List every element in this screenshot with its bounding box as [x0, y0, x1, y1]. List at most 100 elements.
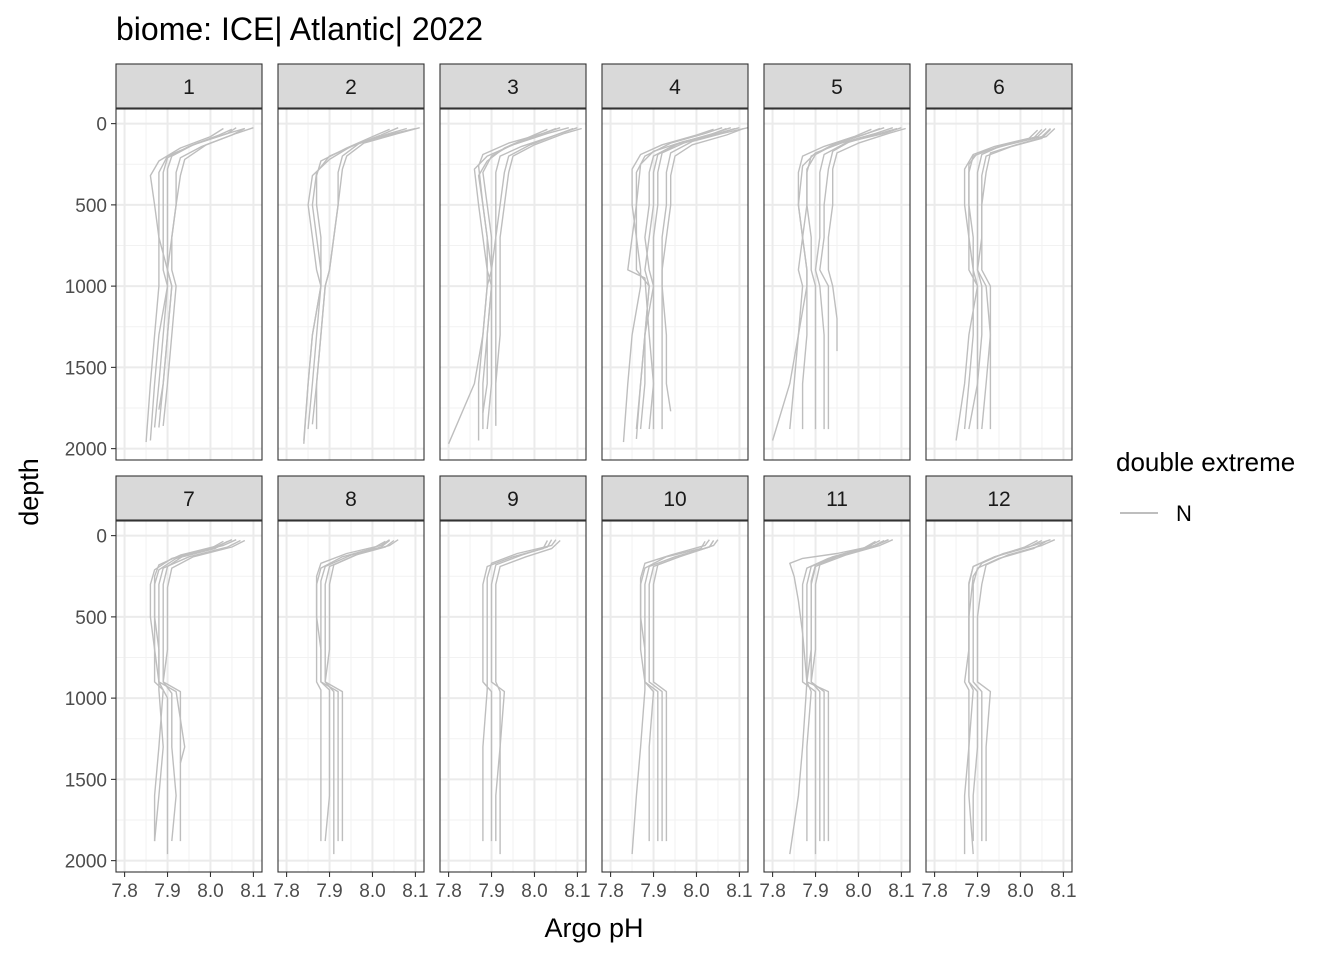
- legend-label: N: [1176, 501, 1192, 526]
- legend: double extreme N: [1116, 447, 1295, 526]
- profile-line-4: [639, 540, 706, 842]
- profile-line-5: [648, 540, 715, 842]
- y-tick-label: 2000: [65, 852, 107, 873]
- profile-line-6: [810, 539, 889, 842]
- profile-line-1: [482, 539, 557, 842]
- facet-strip: [439, 475, 587, 521]
- panel-border: [439, 520, 587, 873]
- x-tick-label: 7.9: [802, 881, 828, 902]
- facet-strip: [277, 475, 425, 521]
- profile-line-5: [963, 539, 1038, 855]
- facet-strip-label: 6: [993, 76, 1005, 99]
- x-axis-title: Argo pH: [544, 913, 643, 943]
- facet-panel-10: 10 7.8 7.9 8.0 8.1: [597, 475, 753, 902]
- profile-line-4: [162, 539, 237, 842]
- x-tick-label: 7.8: [921, 881, 947, 902]
- facet-panel-8: 8 7.8 7.9 8.0 8.1: [273, 475, 429, 902]
- profile-line-3: [976, 127, 1056, 430]
- chart-title: biome: ICE| Atlantic| 2022: [116, 11, 483, 47]
- x-tick-label: 7.8: [435, 881, 461, 902]
- facet-strip: [925, 63, 1073, 109]
- profile-line-7: [495, 127, 582, 415]
- facet-panel-5: 5: [763, 63, 911, 461]
- facet-panel-3: 3: [439, 63, 587, 461]
- profile-line-5: [968, 127, 1047, 430]
- x-tick-label: 7.9: [154, 881, 180, 902]
- facet-strip: [601, 475, 749, 521]
- facet-panel-6: 6: [925, 63, 1073, 461]
- profile-line-4: [963, 129, 1039, 430]
- x-tick-label: 7.9: [640, 881, 666, 902]
- y-tick-label: 0: [96, 115, 107, 136]
- profile-line-5: [320, 539, 391, 842]
- profile-line-3: [149, 127, 224, 428]
- facet-strip-label: 7: [183, 488, 195, 511]
- facet-strip-label: 11: [826, 488, 848, 511]
- profile-line-1: [789, 539, 889, 855]
- profile-line-5: [814, 127, 898, 430]
- profile-line-2: [482, 540, 549, 842]
- x-tick-label: 8.0: [683, 881, 709, 902]
- facet-strip: [115, 475, 263, 521]
- x-tick-label: 8.1: [1050, 881, 1076, 902]
- x-tick-label: 7.9: [964, 881, 990, 902]
- y-tick-label: 500: [75, 196, 107, 217]
- x-tick-label: 7.9: [316, 881, 342, 902]
- profile-line-4: [801, 540, 876, 855]
- profile-line-4: [797, 128, 872, 430]
- profile-line-3: [149, 540, 224, 842]
- profile-line-1: [145, 127, 237, 443]
- x-tick-label: 8.1: [564, 881, 590, 902]
- profile-line-3: [490, 539, 553, 855]
- profile-line-1: [622, 127, 740, 443]
- x-tick-label: 8.0: [197, 881, 223, 902]
- profile-line-5: [648, 127, 736, 430]
- panel-border: [763, 108, 911, 461]
- profile-line-4: [495, 539, 561, 842]
- panel-border: [925, 520, 1073, 873]
- profile-line-3: [652, 539, 719, 842]
- facet-panel-2: 2: [277, 63, 425, 461]
- profile-line-2: [806, 539, 881, 842]
- facet-strip-label: 10: [663, 488, 686, 511]
- profile-line-3: [482, 127, 578, 430]
- facet-panel-1: 1 0 500 1000 1500 2000: [65, 63, 263, 461]
- x-tick-label: 8.1: [888, 881, 914, 902]
- profile-line-3: [976, 539, 1056, 842]
- facet-strip: [601, 63, 749, 109]
- facet-strip-label: 4: [669, 76, 681, 99]
- facet-strip-label: 12: [987, 488, 1010, 511]
- x-tick-label: 7.9: [478, 881, 504, 902]
- x-tick-label: 7.8: [597, 881, 623, 902]
- legend-title: double extreme: [1116, 447, 1295, 477]
- x-tick-label: 8.0: [359, 881, 385, 902]
- facet-strip-label: 2: [345, 76, 357, 99]
- facet-strip: [277, 63, 425, 109]
- profile-line-3: [661, 127, 749, 430]
- profile-line-3: [315, 127, 416, 430]
- y-tick-label: 1500: [65, 770, 107, 791]
- y-tick-label: 500: [75, 608, 107, 629]
- facet-strip-label: 8: [345, 488, 357, 511]
- profile-line-4: [162, 127, 254, 426]
- panel-border: [925, 108, 1073, 461]
- profile-line-1: [955, 127, 1051, 441]
- y-tick-label: 2000: [65, 440, 107, 461]
- profile-line-8: [635, 127, 732, 439]
- x-tick-label: 8.0: [845, 881, 871, 902]
- x-tick-label: 7.8: [111, 881, 137, 902]
- facet-panel-12: 12 7.8 7.9 8.0 8.1: [921, 475, 1077, 902]
- profile-line-3: [315, 540, 386, 842]
- profile-line-2: [644, 540, 715, 842]
- profile-line-2: [635, 127, 727, 430]
- facet-strip: [925, 475, 1073, 521]
- panel-border: [763, 520, 911, 873]
- profile-line-6: [627, 127, 723, 430]
- facet-strip: [115, 63, 263, 109]
- panel-border: [277, 108, 425, 461]
- profile-line-6: [477, 127, 561, 414]
- profile-line-7: [661, 127, 744, 412]
- profile-line-7: [827, 127, 906, 352]
- facet-panel-11: 11 7.8 7.9 8.0 8.1: [759, 475, 915, 902]
